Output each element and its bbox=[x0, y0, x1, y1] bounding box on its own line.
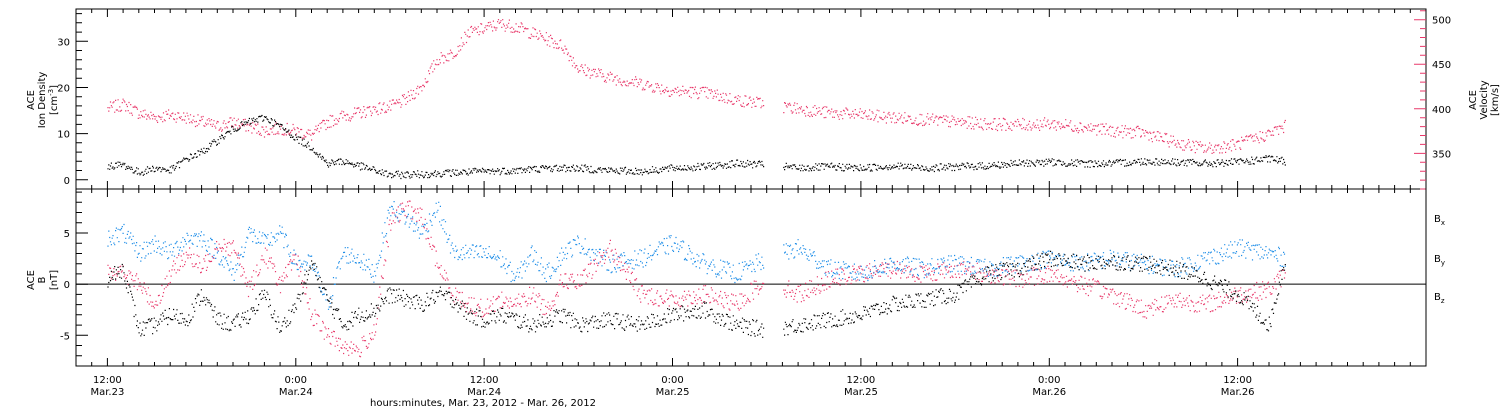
x-axis-label: hours:minutes, Mar. 23, 2012 - Mar. 26, … bbox=[370, 398, 596, 409]
bottom-y-tick-label: -5 bbox=[60, 331, 70, 342]
x-tick-date: Mar.26 bbox=[1032, 387, 1066, 398]
top-yunit-tail: ] bbox=[49, 85, 60, 89]
density-series bbox=[107, 114, 1286, 180]
x-tick-date: Mar.23 bbox=[90, 387, 124, 398]
right-y-tick-label: 450 bbox=[1432, 60, 1451, 71]
bz-series bbox=[107, 200, 1286, 358]
right-ylabel-line2: Velocity bbox=[1479, 80, 1490, 119]
top-y-tick-label: 0 bbox=[64, 176, 70, 187]
legend-bz: Bz bbox=[1434, 292, 1445, 305]
top-ylabel-line2: Ion Density bbox=[37, 72, 48, 129]
legend-bx-sub: x bbox=[1441, 219, 1445, 227]
top-yunit-base: [cm bbox=[49, 96, 60, 115]
bottom-x-ticks bbox=[75, 189, 1427, 366]
legend-bz-base: B bbox=[1434, 292, 1441, 303]
top-y-tick-label: 30 bbox=[57, 37, 70, 48]
x-tick-date: Mar.24 bbox=[467, 387, 501, 398]
bottom-y-tick-label: 0 bbox=[64, 280, 70, 291]
x-tick-date: Mar.25 bbox=[844, 387, 878, 398]
top-x-ticks bbox=[75, 9, 1427, 189]
x-tick-date: Mar.24 bbox=[279, 387, 313, 398]
x-tick-time: 12:00 bbox=[846, 375, 875, 386]
x-tick-time: 12:00 bbox=[1223, 375, 1252, 386]
top-y-tick-label: 20 bbox=[57, 83, 70, 94]
top-yunit: [cm-3] bbox=[47, 85, 60, 115]
by-series bbox=[107, 201, 1286, 310]
bottom-y-ticks bbox=[76, 191, 88, 367]
top-y-tick-label: 10 bbox=[57, 130, 70, 141]
bottom-panel-frame bbox=[75, 188, 1427, 367]
right-y-ticks bbox=[1414, 10, 1426, 190]
bottom-ylabel-line1: ACE bbox=[26, 270, 37, 290]
legend-by-base: B bbox=[1434, 254, 1441, 265]
bottom-yunit: [nT] bbox=[49, 270, 60, 290]
legend-bx: Bx bbox=[1434, 214, 1445, 227]
top-ylabel-line1: ACE bbox=[26, 90, 37, 110]
legend-by: By bbox=[1434, 254, 1445, 267]
right-yunit: [km/s] bbox=[1490, 84, 1500, 116]
x-tick-date: Mar.26 bbox=[1221, 387, 1255, 398]
right-y-tick-label: 400 bbox=[1432, 105, 1451, 116]
legend-bx-base: B bbox=[1434, 214, 1441, 225]
x-tick-time: 0:00 bbox=[1038, 375, 1060, 386]
bottom-y-tick-label: 5 bbox=[64, 229, 70, 240]
right-y-tick-label: 350 bbox=[1432, 149, 1451, 160]
bottom-ylabel-line2: B bbox=[37, 276, 48, 283]
top-y-ticks bbox=[76, 13, 88, 190]
top-yunit-sup: -3 bbox=[47, 89, 55, 96]
velocity-series bbox=[107, 19, 1286, 154]
legend-bz-sub: z bbox=[1441, 297, 1445, 305]
x-tick-date: Mar.25 bbox=[656, 387, 690, 398]
x-tick-time: 12:00 bbox=[93, 375, 122, 386]
x-tick-time: 0:00 bbox=[661, 375, 683, 386]
bx-series bbox=[107, 250, 1286, 338]
right-y-tick-label: 500 bbox=[1432, 16, 1451, 27]
x-tick-time: 12:00 bbox=[470, 375, 499, 386]
legend-by-sub: y bbox=[1441, 259, 1445, 267]
x-tick-time: 0:00 bbox=[285, 375, 307, 386]
right-ylabel-line1: ACE bbox=[1468, 90, 1479, 110]
